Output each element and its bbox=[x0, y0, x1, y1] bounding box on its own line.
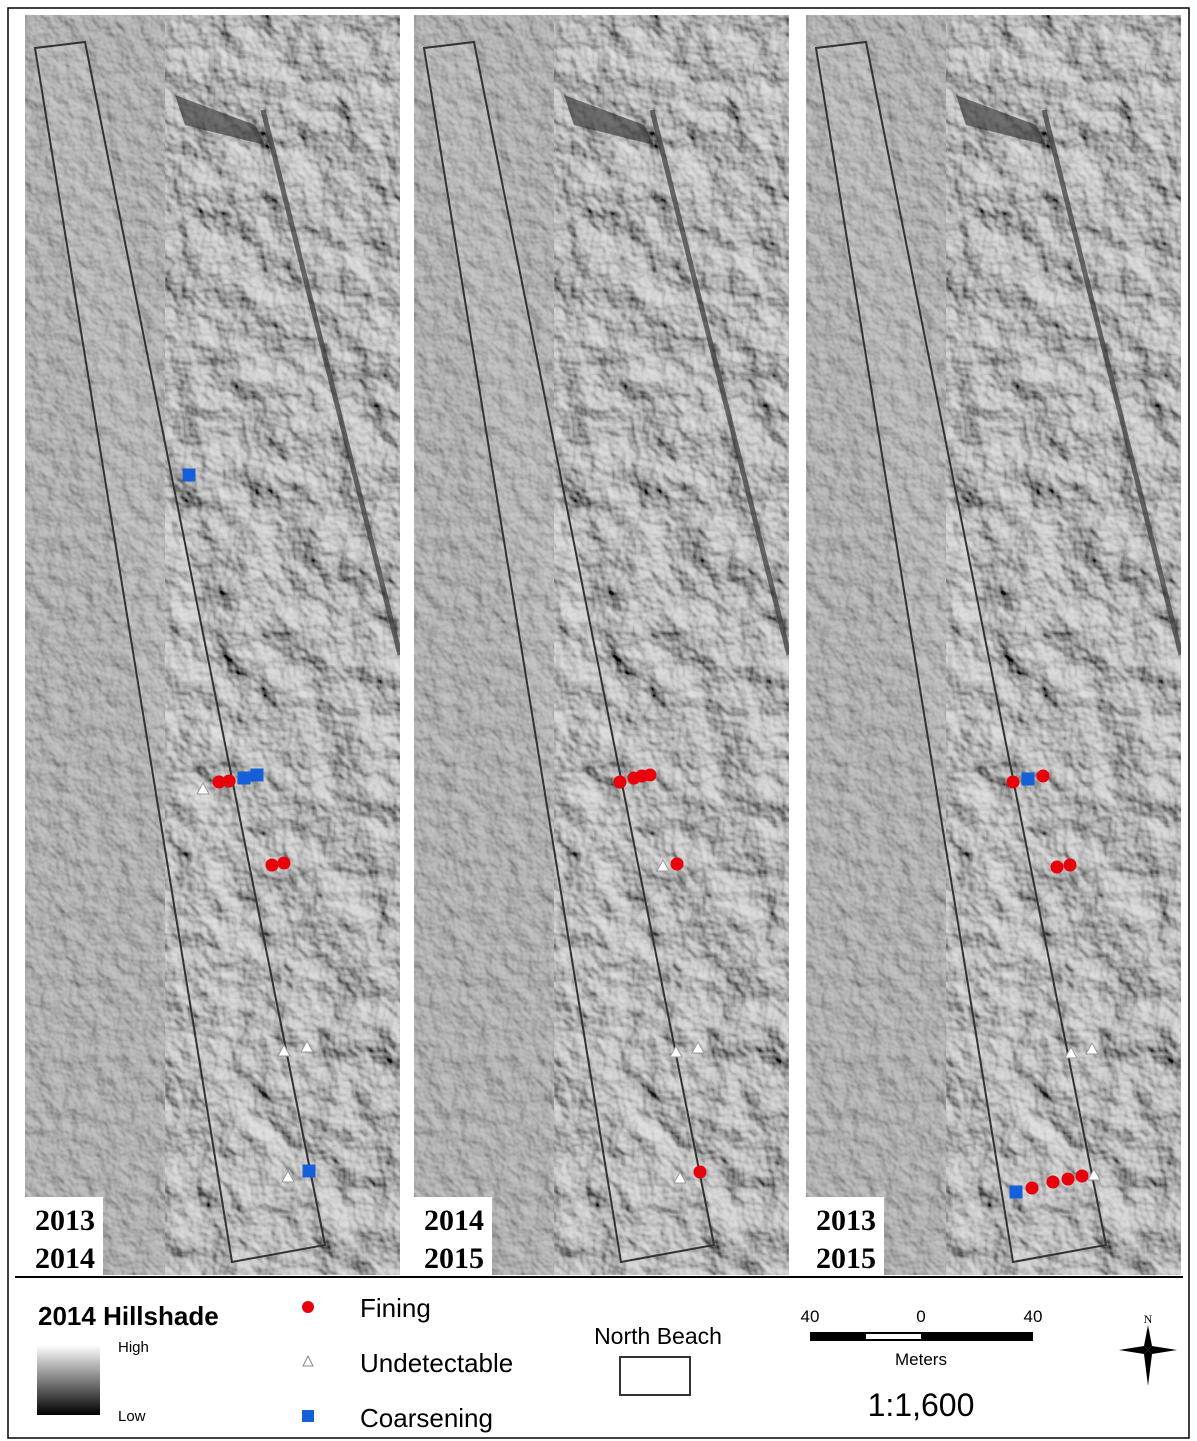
fining-point bbox=[278, 857, 291, 870]
fining-point bbox=[223, 775, 236, 788]
fining-point bbox=[694, 1166, 707, 1179]
map-panel: 2014 2015 bbox=[414, 15, 789, 1275]
coarsening-point bbox=[183, 469, 196, 482]
panel-label: 2013 bbox=[816, 1204, 876, 1237]
scale-bar-segment bbox=[866, 1334, 921, 1339]
scale-bar: 40 0 40 Meters 1:1,600 bbox=[801, 1307, 1043, 1423]
fining-point bbox=[1037, 770, 1050, 783]
panel-label: 2013 bbox=[35, 1204, 95, 1237]
panel-label: 2014 bbox=[424, 1204, 484, 1237]
arrow-s bbox=[1144, 1350, 1152, 1386]
coarsening-point bbox=[1022, 773, 1035, 786]
fining-point bbox=[1051, 861, 1064, 874]
fining-point bbox=[671, 858, 684, 871]
fining-point bbox=[266, 859, 279, 872]
legend-title: 2014 Hillshade bbox=[38, 1301, 219, 1331]
legend: 2014 Hillshade High Low Fining Undetecta… bbox=[37, 1293, 722, 1433]
ramp-high: High bbox=[118, 1339, 149, 1356]
coarsening-point bbox=[251, 769, 264, 782]
legend-item: Undetectable bbox=[360, 1348, 513, 1378]
coarsening-point bbox=[1010, 1186, 1023, 1199]
fining-point bbox=[644, 769, 657, 782]
coarsening-point bbox=[303, 1165, 316, 1178]
arrow-n bbox=[1144, 1325, 1152, 1350]
panel-content: 2013 2014 bbox=[25, 15, 400, 1275]
fining-point bbox=[1047, 1176, 1060, 1189]
map-panel: 2013 2015 bbox=[806, 15, 1181, 1275]
fining-point bbox=[1062, 1173, 1075, 1186]
panel-label: 2014 bbox=[35, 1242, 95, 1275]
fining-point bbox=[1076, 1170, 1089, 1183]
panel-label: 2015 bbox=[816, 1242, 876, 1275]
undetectable-symbol bbox=[303, 1356, 313, 1366]
panel-content: 2013 2015 bbox=[806, 15, 1181, 1275]
boundary-symbol bbox=[620, 1357, 690, 1395]
boundary-label: North Beach bbox=[594, 1323, 722, 1349]
legend-item: Coarsening bbox=[360, 1403, 493, 1433]
fining-point bbox=[1007, 776, 1020, 789]
ramp-low: Low bbox=[118, 1408, 146, 1425]
arrow-w bbox=[1119, 1346, 1148, 1354]
coarsening-point bbox=[238, 772, 251, 785]
fining-symbol bbox=[302, 1301, 314, 1313]
north-arrow: N bbox=[1119, 1312, 1177, 1386]
fining-point bbox=[1026, 1182, 1039, 1195]
figure: 2013 2014 2014 2015 2013 2015 2014 Hillshade … bbox=[0, 0, 1197, 1441]
scale-ratio: 1:1,600 bbox=[868, 1387, 975, 1423]
panels: 2013 2014 2014 2015 2013 2015 bbox=[25, 15, 1181, 1275]
panel-label: 2015 bbox=[424, 1242, 484, 1275]
panel-content: 2014 2015 bbox=[414, 15, 789, 1275]
arrow-e bbox=[1148, 1346, 1177, 1354]
north-label: N bbox=[1144, 1312, 1153, 1326]
legend-item: Fining bbox=[360, 1293, 431, 1323]
scale-tick: 40 bbox=[1024, 1307, 1043, 1326]
fining-point bbox=[1064, 859, 1077, 872]
scale-tick: 0 bbox=[916, 1307, 925, 1326]
coarsening-symbol bbox=[302, 1410, 314, 1422]
scale-bar-bar bbox=[810, 1332, 1033, 1341]
scale-unit: Meters bbox=[895, 1350, 947, 1369]
map-panel: 2013 2014 bbox=[25, 15, 400, 1275]
hillshade-ramp bbox=[37, 1345, 100, 1415]
scale-tick: 40 bbox=[801, 1307, 820, 1326]
fining-point bbox=[614, 776, 627, 789]
